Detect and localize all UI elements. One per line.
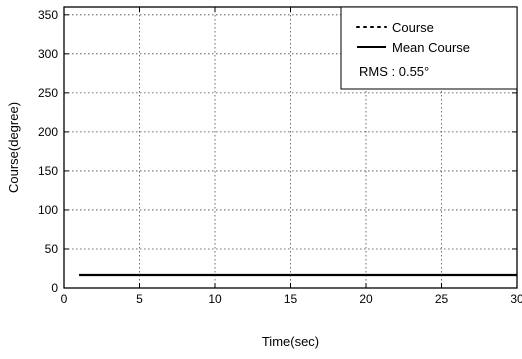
- x-tick-label: 15: [284, 292, 298, 306]
- legend-label-course: Course: [392, 20, 434, 35]
- x-tick-label: 30: [510, 292, 522, 306]
- y-tick-label: 100: [38, 203, 58, 217]
- y-axis-title: Course(degree): [6, 102, 21, 193]
- x-axis-title: Time(sec): [262, 334, 319, 349]
- x-tick-label: 10: [208, 292, 222, 306]
- legend-label-mean-course: Mean Course: [392, 40, 470, 55]
- y-tick-label: 50: [45, 242, 59, 256]
- legend: Course Mean Course RMS : 0.55°: [340, 6, 518, 90]
- y-tick-label: 300: [38, 47, 58, 61]
- y-tick-label: 250: [38, 86, 58, 100]
- rms-annotation: RMS : 0.55°: [359, 64, 429, 79]
- x-tick-label: 20: [359, 292, 373, 306]
- x-tick-label: 0: [61, 292, 68, 306]
- y-tick-label: 0: [51, 281, 58, 295]
- y-tick-label: 200: [38, 125, 58, 139]
- y-tick-label: 350: [38, 8, 58, 22]
- y-tick-label: 150: [38, 164, 58, 178]
- series-layer: [79, 273, 518, 277]
- x-tick-label: 25: [435, 292, 449, 306]
- x-tick-label: 5: [136, 292, 143, 306]
